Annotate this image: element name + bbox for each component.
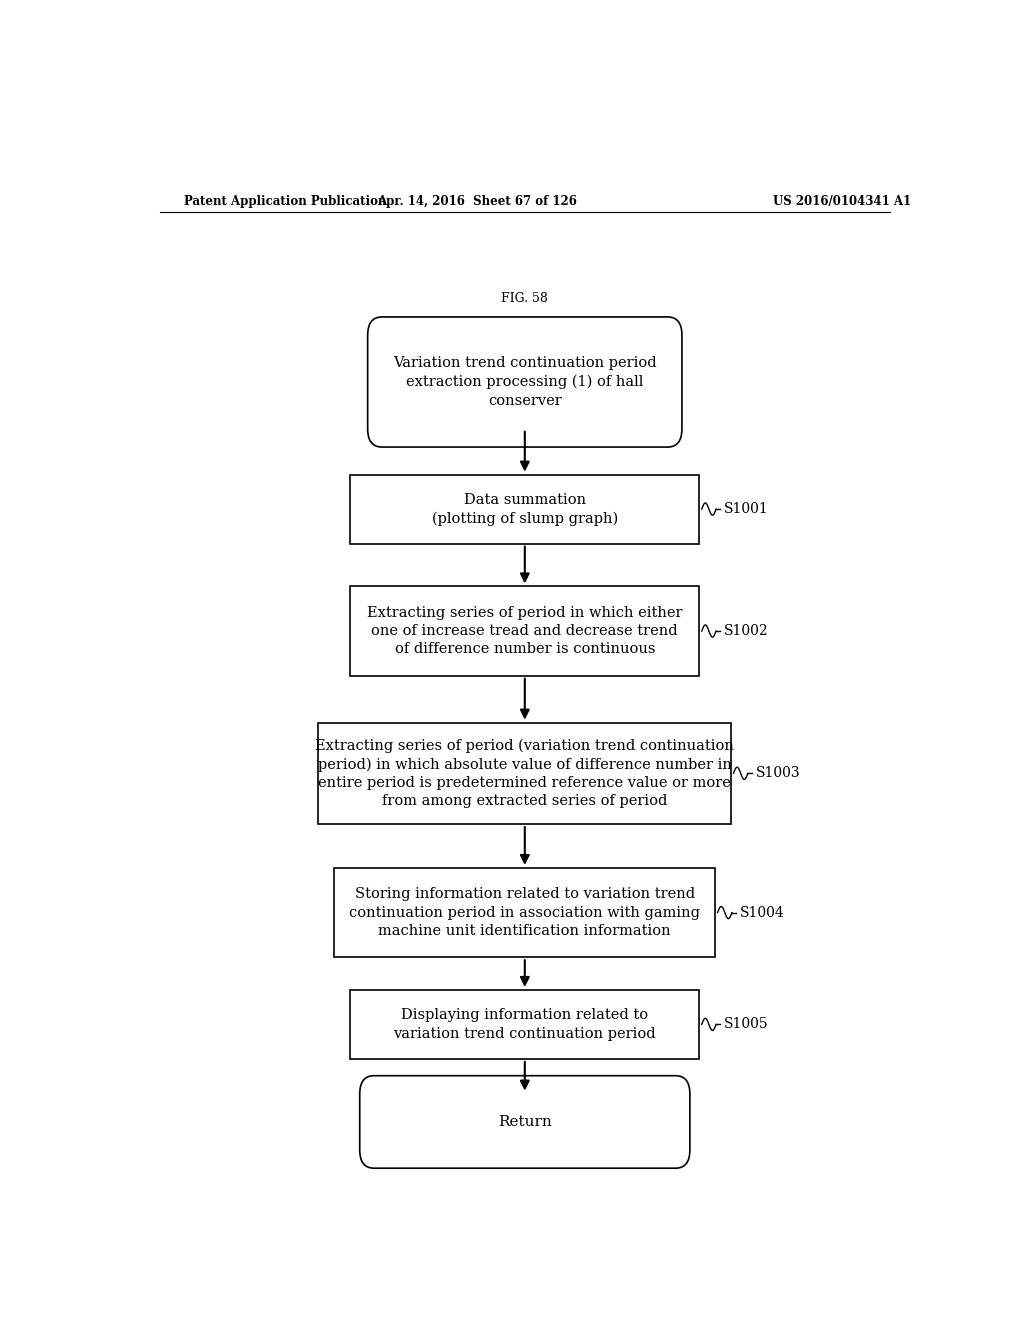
Text: Return: Return [498, 1115, 552, 1129]
Text: FIG. 58: FIG. 58 [502, 292, 548, 305]
Bar [350, 586, 699, 676]
Text: Data summation
(plotting of slump graph): Data summation (plotting of slump graph) [432, 492, 617, 525]
Text: Patent Application Publication: Patent Application Publication [183, 194, 386, 207]
Bar [350, 474, 699, 544]
Bar [334, 867, 715, 957]
Bar [350, 990, 699, 1059]
Text: S1003: S1003 [756, 767, 801, 780]
Text: Extracting series of period in which either
one of increase tread and decrease t: Extracting series of period in which eit… [367, 606, 683, 656]
Text: US 2016/0104341 A1: US 2016/0104341 A1 [773, 194, 911, 207]
FancyBboxPatch shape [368, 317, 682, 447]
Bar [318, 722, 731, 824]
FancyBboxPatch shape [359, 1076, 690, 1168]
Text: S1001: S1001 [724, 502, 769, 516]
Text: Displaying information related to
variation trend continuation period: Displaying information related to variat… [393, 1008, 656, 1040]
Text: S1004: S1004 [740, 906, 784, 920]
Text: Storing information related to variation trend
continuation period in associatio: Storing information related to variation… [349, 887, 700, 939]
Text: S1002: S1002 [724, 624, 769, 638]
Text: Variation trend continuation period
extraction processing (1) of hall
conserver: Variation trend continuation period extr… [393, 356, 656, 408]
Text: S1005: S1005 [724, 1018, 769, 1031]
Text: Apr. 14, 2016  Sheet 67 of 126: Apr. 14, 2016 Sheet 67 of 126 [377, 194, 578, 207]
Text: Extracting series of period (variation trend continuation
period) in which absol: Extracting series of period (variation t… [315, 738, 734, 808]
